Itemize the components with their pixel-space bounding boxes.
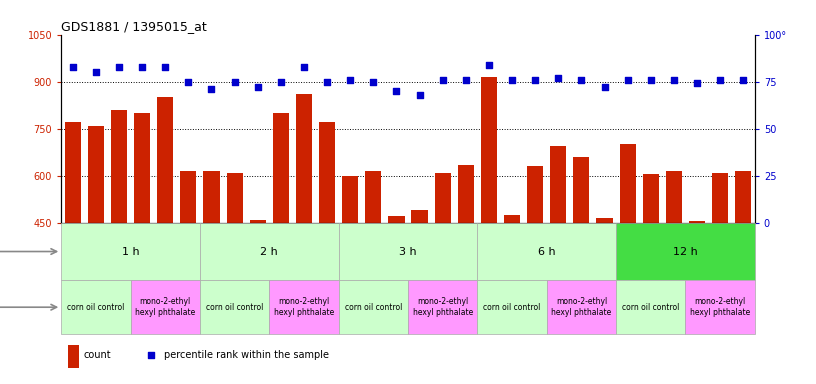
Bar bbox=[689, 221, 705, 223]
Bar bbox=[68, 345, 78, 368]
Bar bbox=[203, 171, 220, 223]
Bar bbox=[666, 171, 682, 223]
Bar bbox=[685, 280, 755, 334]
Bar bbox=[477, 280, 547, 334]
Bar bbox=[366, 171, 381, 223]
Bar bbox=[574, 157, 589, 223]
Bar bbox=[250, 220, 266, 223]
Text: mono-2-ethyl
hexyl phthalate: mono-2-ethyl hexyl phthalate bbox=[552, 298, 611, 317]
Text: 3 h: 3 h bbox=[399, 247, 417, 257]
Point bbox=[667, 77, 681, 83]
Bar bbox=[550, 146, 566, 223]
Bar bbox=[61, 223, 200, 280]
Bar bbox=[411, 210, 428, 223]
Point bbox=[413, 92, 426, 98]
Point bbox=[459, 77, 472, 83]
Bar bbox=[319, 122, 335, 223]
Point bbox=[529, 77, 542, 83]
Text: 2 h: 2 h bbox=[260, 247, 278, 257]
Bar bbox=[408, 280, 477, 334]
Bar bbox=[200, 223, 339, 280]
Text: corn oil control: corn oil control bbox=[483, 303, 541, 312]
Bar bbox=[616, 280, 685, 334]
Bar bbox=[619, 144, 636, 223]
Point bbox=[205, 86, 218, 92]
Text: count: count bbox=[83, 350, 111, 360]
Bar bbox=[61, 280, 131, 334]
Point bbox=[274, 79, 287, 85]
Text: corn oil control: corn oil control bbox=[67, 303, 125, 312]
Point bbox=[390, 88, 403, 94]
Point bbox=[621, 77, 634, 83]
Bar bbox=[200, 280, 269, 334]
Point bbox=[89, 69, 102, 75]
Point bbox=[66, 63, 79, 70]
Text: 12 h: 12 h bbox=[673, 247, 698, 257]
Point bbox=[574, 77, 588, 83]
Bar bbox=[342, 176, 358, 223]
Bar bbox=[481, 77, 497, 223]
Point bbox=[158, 63, 171, 70]
Text: corn oil control: corn oil control bbox=[344, 303, 402, 312]
Bar bbox=[712, 172, 728, 223]
Text: corn oil control: corn oil control bbox=[206, 303, 264, 312]
Bar bbox=[435, 172, 450, 223]
Bar bbox=[157, 97, 173, 223]
Point bbox=[644, 77, 657, 83]
Point bbox=[251, 84, 264, 90]
Bar bbox=[88, 126, 104, 223]
Bar bbox=[643, 174, 659, 223]
Point bbox=[182, 79, 195, 85]
Bar bbox=[339, 280, 408, 334]
Bar bbox=[504, 215, 520, 223]
Bar bbox=[527, 166, 543, 223]
Point bbox=[366, 79, 379, 85]
Text: corn oil control: corn oil control bbox=[622, 303, 680, 312]
Point bbox=[344, 77, 357, 83]
Text: percentile rank within the sample: percentile rank within the sample bbox=[164, 350, 329, 360]
Point bbox=[113, 63, 126, 70]
Point bbox=[713, 77, 726, 83]
Point bbox=[135, 63, 149, 70]
Point bbox=[505, 77, 518, 83]
Point bbox=[737, 77, 750, 83]
Text: mono-2-ethyl
hexyl phthalate: mono-2-ethyl hexyl phthalate bbox=[135, 298, 195, 317]
Bar bbox=[273, 113, 289, 223]
Bar bbox=[596, 218, 613, 223]
Point bbox=[321, 79, 334, 85]
Bar bbox=[64, 122, 81, 223]
Bar bbox=[296, 94, 312, 223]
Bar bbox=[547, 280, 616, 334]
Bar bbox=[339, 223, 477, 280]
Point bbox=[482, 61, 495, 68]
Text: mono-2-ethyl
hexyl phthalate: mono-2-ethyl hexyl phthalate bbox=[274, 298, 334, 317]
Bar bbox=[388, 217, 405, 223]
Point bbox=[598, 84, 611, 90]
Point bbox=[690, 80, 703, 86]
Bar bbox=[134, 113, 150, 223]
Bar bbox=[180, 171, 197, 223]
Text: 6 h: 6 h bbox=[538, 247, 556, 257]
Bar bbox=[111, 110, 127, 223]
Text: mono-2-ethyl
hexyl phthalate: mono-2-ethyl hexyl phthalate bbox=[690, 298, 750, 317]
Point bbox=[436, 77, 449, 83]
Point bbox=[228, 79, 241, 85]
Bar bbox=[458, 165, 474, 223]
Bar bbox=[735, 171, 752, 223]
Text: GDS1881 / 1395015_at: GDS1881 / 1395015_at bbox=[61, 20, 207, 33]
Text: mono-2-ethyl
hexyl phthalate: mono-2-ethyl hexyl phthalate bbox=[413, 298, 472, 317]
Text: 1 h: 1 h bbox=[122, 247, 140, 257]
Bar bbox=[131, 280, 200, 334]
Bar bbox=[227, 172, 242, 223]
Bar bbox=[477, 223, 616, 280]
Bar bbox=[616, 223, 755, 280]
Point bbox=[297, 63, 310, 70]
Point bbox=[552, 75, 565, 81]
Bar bbox=[269, 280, 339, 334]
